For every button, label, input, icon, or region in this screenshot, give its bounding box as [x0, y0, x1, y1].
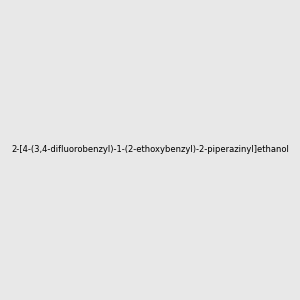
Text: 2-[4-(3,4-difluorobenzyl)-1-(2-ethoxybenzyl)-2-piperazinyl]ethanol: 2-[4-(3,4-difluorobenzyl)-1-(2-ethoxyben… — [11, 146, 289, 154]
